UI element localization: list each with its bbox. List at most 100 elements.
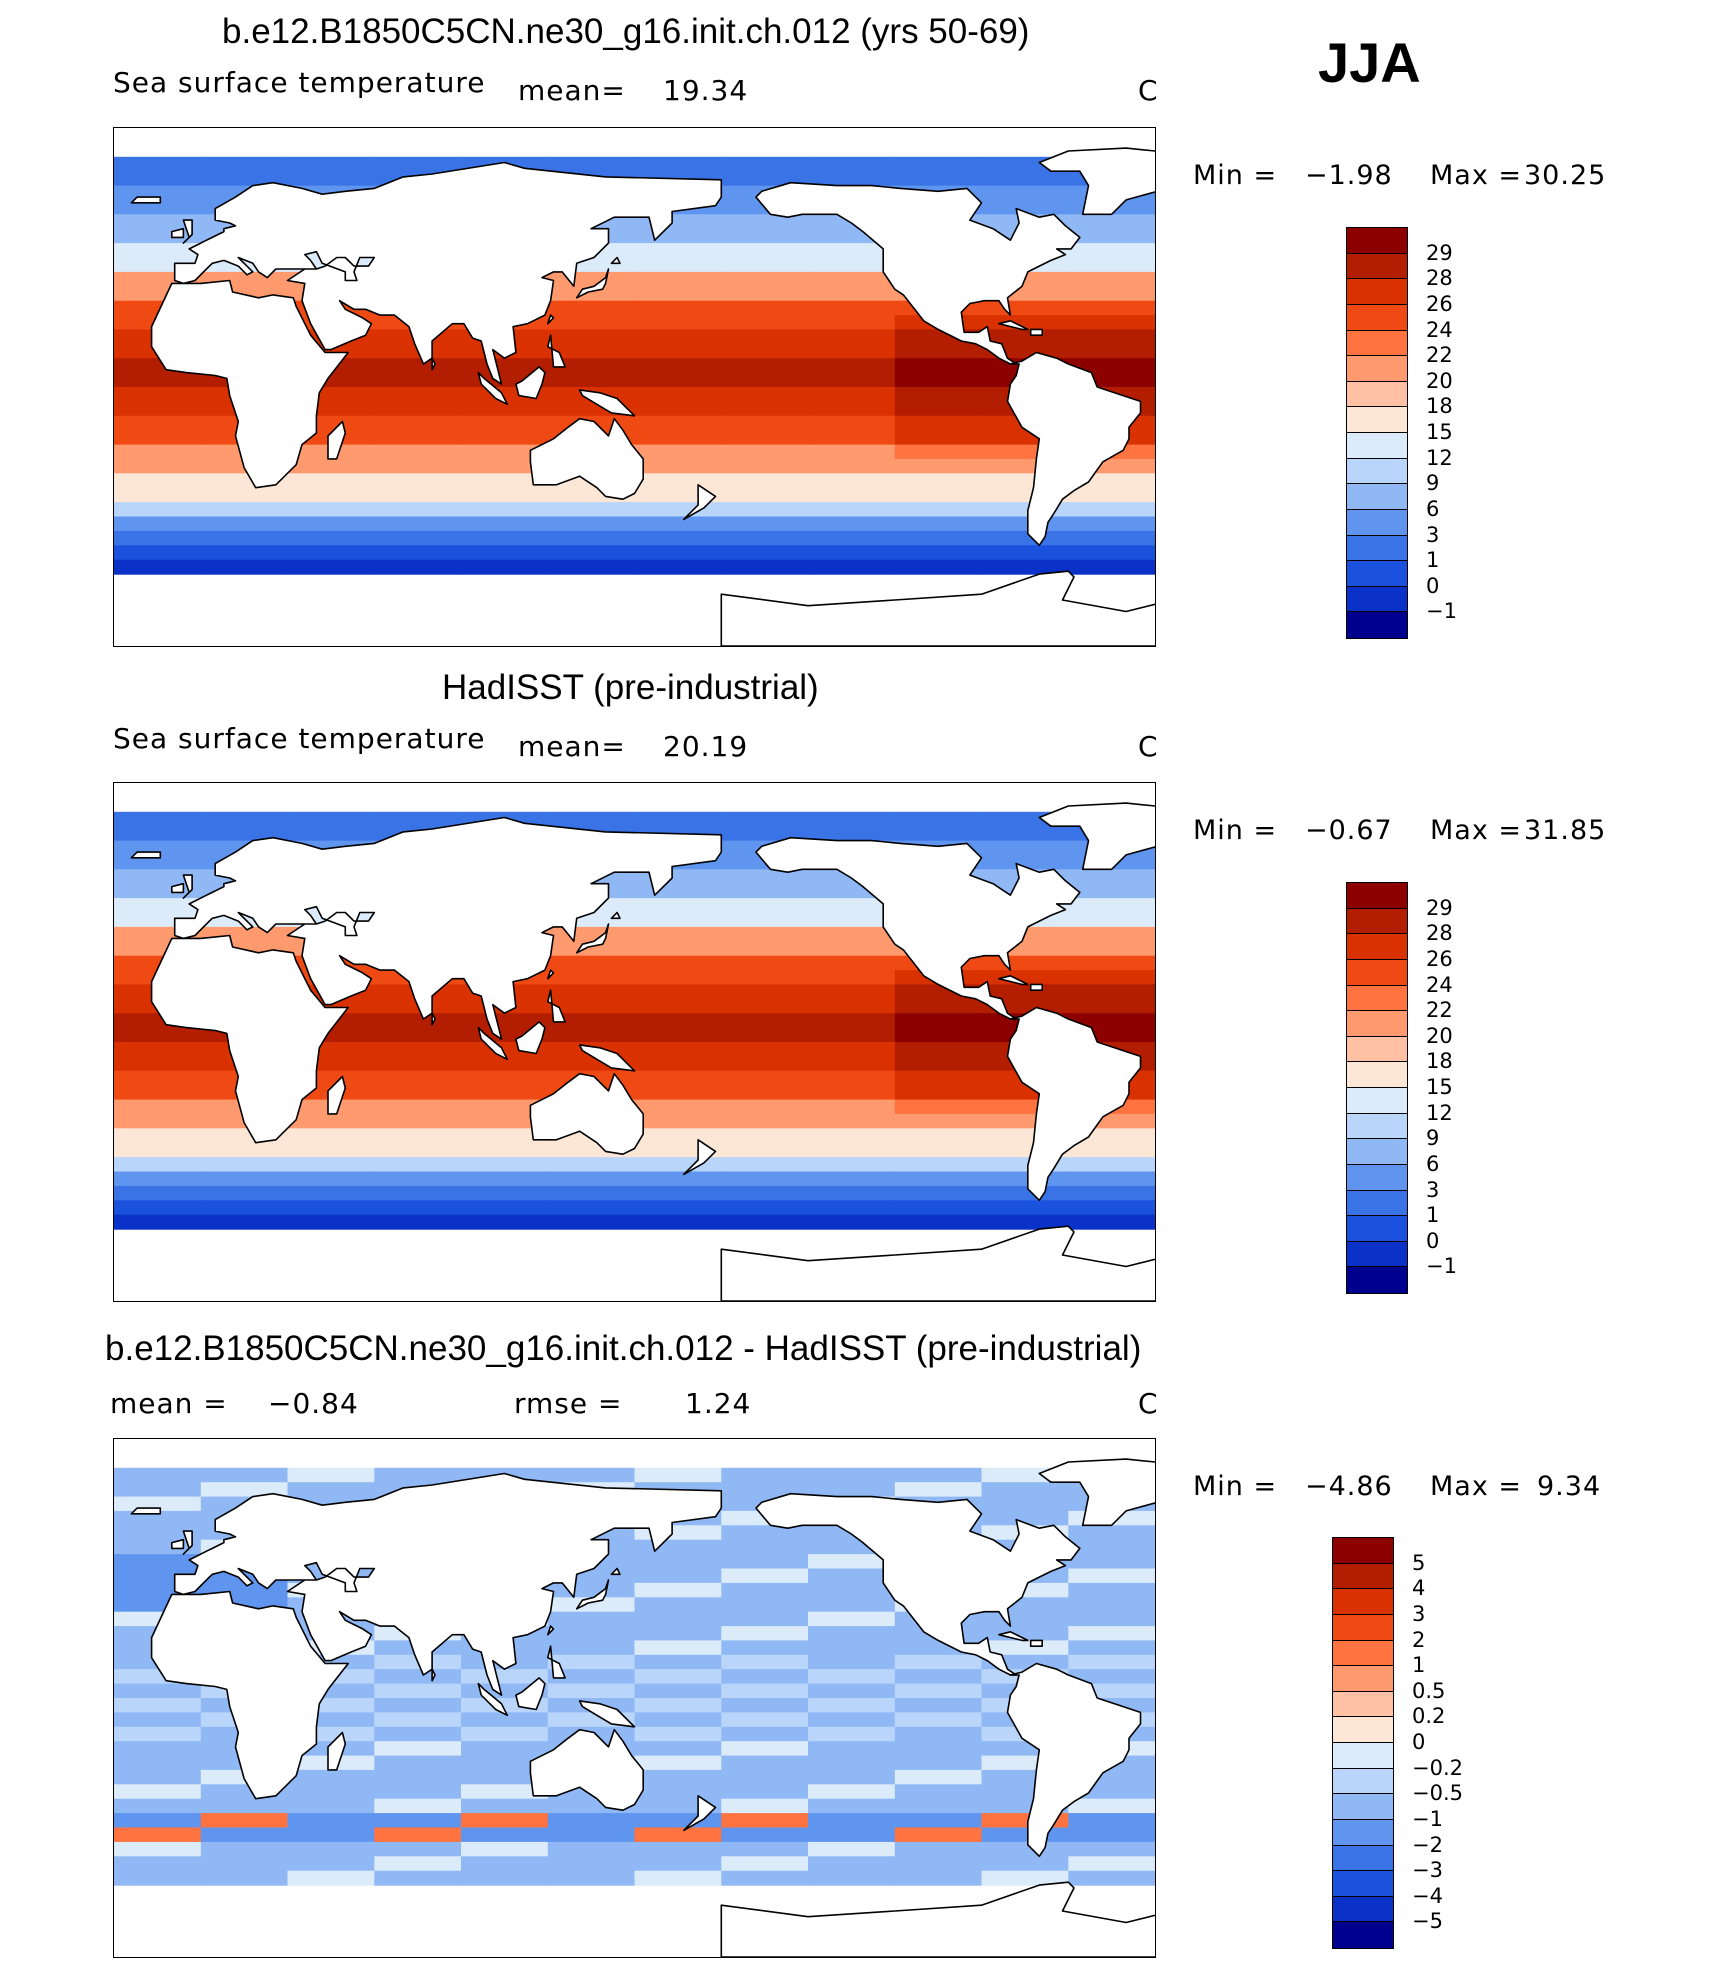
- panel-obs-units: C: [1138, 730, 1159, 763]
- panel-diff-mean-label: mean =: [110, 1387, 228, 1420]
- sst-cell: [634, 156, 722, 172]
- sst-cell: [547, 1027, 636, 1043]
- continent-outline: [171, 227, 185, 239]
- colorbar-tick-label: 18: [1426, 1049, 1453, 1074]
- sst-cell: [114, 1683, 202, 1699]
- sst-cell: [114, 1467, 202, 1483]
- sst-cell: [808, 530, 896, 546]
- sst-cell: [634, 271, 722, 287]
- colorbar-tick-label: 24: [1426, 972, 1453, 997]
- sst-cell: [114, 1171, 202, 1187]
- continent-outline: [1029, 983, 1043, 991]
- sst-cell: [634, 1113, 722, 1129]
- sst-cell: [1068, 1611, 1155, 1627]
- sst-cell: [374, 559, 462, 575]
- sst-cell: [374, 1070, 462, 1086]
- sst-cell: [721, 1870, 809, 1886]
- sst-cell: [808, 1200, 896, 1216]
- sst-cell: [808, 1640, 896, 1656]
- colorbar-swatch: [1346, 406, 1408, 434]
- sst-cell: [981, 826, 1069, 842]
- sst-cell: [114, 1157, 202, 1173]
- sst-cell: [200, 1827, 289, 1843]
- continent-outline: [327, 1075, 347, 1115]
- colorbar-swatch: [1346, 227, 1408, 255]
- sst-cell: [547, 156, 636, 172]
- sst-cell: [461, 1214, 549, 1230]
- sst-cell: [808, 1554, 896, 1570]
- sst-cell: [1068, 516, 1155, 532]
- sst-cell: [721, 898, 809, 914]
- colorbar-tick-label: 6: [1426, 1151, 1440, 1176]
- sst-cell: [1068, 487, 1155, 503]
- sst-cell: [894, 1654, 983, 1670]
- sst-cell: [721, 171, 809, 187]
- colorbar-swatch: [1332, 1562, 1394, 1590]
- sst-cell: [1068, 1142, 1155, 1158]
- sst-cell: [721, 1813, 809, 1829]
- colorbar-tick-label: 0.5: [1412, 1678, 1446, 1703]
- continent-outline: [1006, 1006, 1142, 1202]
- sst-cell: [721, 1554, 809, 1570]
- continent-outline: [515, 1021, 546, 1055]
- sst-cell: [461, 1157, 549, 1173]
- sst-cell: [374, 1013, 462, 1029]
- sst-cell: [634, 984, 722, 1000]
- colorbar-tick-label: −3: [1412, 1858, 1443, 1883]
- sst-cell: [981, 545, 1069, 561]
- sst-cell: [721, 430, 809, 446]
- sst-cell: [894, 545, 983, 561]
- colorbar-tick-label: 24: [1426, 317, 1453, 342]
- sst-cell: [374, 430, 462, 446]
- sst-cell: [721, 473, 809, 489]
- continent-outline: [182, 874, 193, 899]
- continent-outline: [173, 1472, 723, 1696]
- continent-outline: [547, 969, 555, 980]
- sst-cell: [461, 1726, 549, 1742]
- sst-cell: [808, 1769, 896, 1785]
- sst-cell: [200, 1142, 289, 1158]
- sst-cell: [721, 926, 809, 942]
- sst-cell: [114, 840, 202, 856]
- sst-cell: [808, 1698, 896, 1713]
- panel-diff-min-label: Min =: [1193, 1471, 1278, 1502]
- sst-cell: [547, 1200, 636, 1216]
- continent-outline: [1029, 328, 1043, 336]
- sst-cell: [894, 1013, 983, 1029]
- continent-outline: [547, 1645, 566, 1679]
- sst-cell: [374, 811, 462, 827]
- sst-cell: [461, 1741, 549, 1757]
- sst-cell: [634, 1626, 722, 1642]
- sst-cell: [721, 1683, 809, 1699]
- sst-cell: [287, 1784, 375, 1800]
- sst-cell: [374, 1085, 462, 1101]
- sst-cell: [721, 1027, 809, 1043]
- panel-obs-mean-label: mean=: [518, 730, 626, 763]
- panel-model-units: C: [1138, 74, 1159, 107]
- sst-cell: [200, 1870, 289, 1886]
- sst-cell: [287, 156, 375, 172]
- sst-cell: [721, 1142, 809, 1158]
- sst-cell: [634, 1099, 722, 1115]
- sst-cell: [287, 487, 375, 503]
- sst-cell: [894, 1741, 983, 1757]
- sst-cell: [114, 502, 202, 518]
- sst-cell: [634, 1611, 722, 1627]
- colorbar-tick-label: 0: [1412, 1730, 1426, 1754]
- colorbar-tick-label: 0.2: [1412, 1704, 1446, 1729]
- sst-cell: [114, 171, 202, 187]
- sst-cell: [374, 1784, 462, 1800]
- continent-outline: [755, 181, 1081, 365]
- sst-cell: [981, 1185, 1069, 1201]
- sst-cell: [374, 1856, 462, 1872]
- sst-cell: [894, 487, 983, 503]
- sst-cell: [1068, 343, 1155, 359]
- panel-model-max-value: 30.25: [1524, 160, 1607, 191]
- sst-cell: [981, 854, 1069, 870]
- continent-outline: [150, 1590, 349, 1800]
- sst-cell: [114, 1841, 202, 1857]
- sst-cell: [721, 401, 809, 417]
- sst-cell: [1068, 1813, 1155, 1829]
- sst-cell: [721, 315, 809, 331]
- sst-cell: [894, 1798, 983, 1814]
